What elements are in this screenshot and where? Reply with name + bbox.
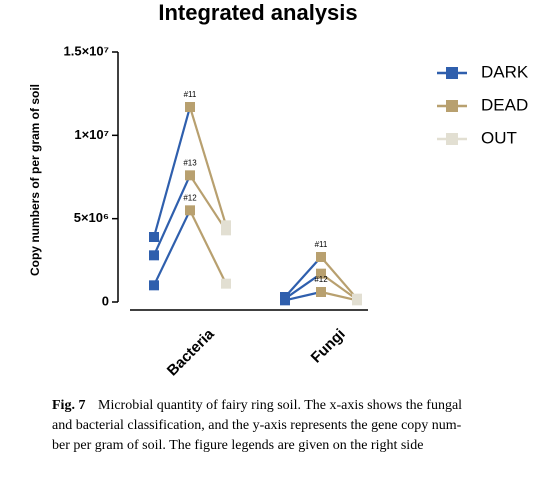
marker: [149, 232, 159, 242]
pair-line: [152, 106, 192, 238]
marker: [221, 278, 231, 289]
marker: [352, 295, 362, 306]
x-tick-label: Bacteria: [164, 325, 218, 379]
pair-line: [152, 174, 192, 256]
marker: [316, 268, 326, 279]
pair-line: [188, 106, 228, 226]
pair-line: [320, 256, 358, 300]
legend-label: DEAD: [481, 95, 528, 114]
pair-line: [284, 256, 322, 298]
pair-line: [320, 290, 358, 302]
pair-line: [320, 272, 358, 301]
marker: [185, 102, 195, 112]
marker: [316, 252, 326, 262]
marker: [185, 205, 195, 216]
marker: [149, 280, 159, 291]
caption-text: ber per gram of soil. The figure legends…: [52, 438, 423, 453]
y-tick-label: 5×10⁶: [74, 210, 109, 225]
pair-line: [189, 174, 227, 231]
caption-text: Microbial quantity of fairy ring soil. T…: [98, 398, 462, 413]
marker: [185, 170, 195, 181]
pair-line: [284, 290, 322, 302]
legend-marker: [446, 100, 458, 112]
pair-line: [153, 209, 191, 286]
legend-marker: [446, 133, 458, 145]
pair-line: [284, 272, 322, 300]
caption-text: and bacterial classification, and the y-…: [52, 418, 462, 433]
legend-marker: [446, 67, 458, 79]
point-label: #12: [314, 275, 328, 284]
legend-label: OUT: [481, 128, 517, 147]
legend-label: DARK: [481, 62, 529, 81]
marker: [149, 250, 159, 261]
y-tick-label: 0: [102, 293, 109, 308]
pair-line: [189, 209, 227, 285]
caption-label: Fig. 7: [52, 398, 85, 413]
marker: [316, 287, 326, 297]
y-axis-label: Copy numbers of per gram of soil: [28, 84, 42, 276]
point-label: #13: [183, 158, 197, 167]
marker: [280, 295, 290, 306]
point-label: #11: [315, 240, 328, 249]
marker: [221, 225, 231, 236]
y-tick-label: 1.5×10⁷: [64, 43, 110, 58]
y-tick-label: 1×10⁷: [74, 127, 109, 142]
chart-title: Integrated analysis: [158, 0, 357, 25]
x-tick-label: Fungi: [308, 326, 349, 367]
point-label: #12: [183, 193, 197, 202]
point-label: #11: [184, 90, 197, 99]
